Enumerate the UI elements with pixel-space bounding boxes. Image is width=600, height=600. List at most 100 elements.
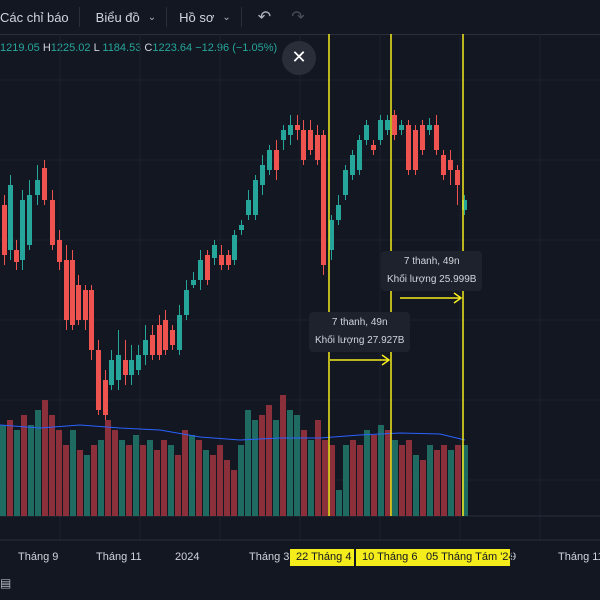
calendar-icon[interactable]: ▤ [0, 576, 12, 590]
candle [83, 290, 88, 320]
volume-bar [462, 445, 468, 516]
volume-bar [378, 425, 384, 516]
candle [448, 160, 453, 170]
volume-bar [357, 445, 363, 516]
volume-bar [329, 445, 335, 516]
candle [301, 130, 306, 160]
volume-bar [119, 440, 125, 516]
volume-bar [21, 415, 27, 516]
change-value: −12.96 (−1.05%) [195, 42, 278, 54]
candle [177, 315, 182, 350]
candle [191, 280, 196, 285]
volume-bar [182, 430, 188, 516]
candle [35, 180, 40, 195]
undo-icon[interactable]: ↶ [257, 9, 272, 26]
candle [64, 260, 69, 320]
indicators-button[interactable]: Các chỉ báo [0, 0, 75, 34]
candle [27, 195, 32, 245]
volume-bar [294, 415, 300, 516]
x-axis-tick-label: Tháng 3 [249, 551, 290, 563]
close-value: 1223.64 [152, 42, 193, 54]
candle [399, 125, 404, 130]
candle [163, 320, 168, 350]
volume-bar [350, 440, 356, 516]
candle [14, 250, 19, 262]
candle [50, 200, 55, 245]
volume-bar [7, 420, 13, 516]
candle [357, 140, 362, 170]
x-axis-tick-label: Tháng 11 [96, 551, 142, 563]
low-value: 1184.53 [102, 42, 142, 54]
candle [434, 125, 439, 150]
volume-bar [245, 410, 251, 516]
candle [170, 330, 175, 345]
volume-bar [343, 445, 349, 516]
volume-bar [161, 440, 167, 516]
volume-bar [168, 445, 174, 516]
candle [212, 245, 217, 258]
candle [143, 340, 148, 355]
range-bars-label: 7 thanh, 49n [331, 317, 388, 328]
volume-bar [84, 455, 90, 516]
volume-bar [406, 440, 412, 516]
range-volume-label: Khối lượng 27.927B [315, 335, 405, 346]
volume-bar [455, 445, 461, 516]
candle [406, 125, 411, 170]
volume-bar [175, 455, 181, 516]
x-axis-tick-label: 9 [510, 551, 517, 563]
candle [103, 380, 108, 415]
range-info-box: 7 thanh, 49n Khối lượng 27.927B [309, 312, 411, 352]
candle [89, 290, 94, 350]
toolbar-divider [166, 7, 168, 27]
volume-bar [252, 420, 258, 516]
volume-bar [441, 445, 447, 516]
candle [462, 200, 467, 210]
candle [109, 360, 114, 385]
volume-bar [91, 445, 97, 516]
candle [308, 130, 313, 150]
candle [246, 200, 251, 215]
volume-bar [308, 440, 314, 516]
candle [378, 120, 383, 140]
candle [288, 125, 293, 135]
open-value: 1219.05 [0, 42, 40, 54]
high-value: 1225.02 [50, 42, 91, 54]
volume-bar [35, 410, 41, 516]
charts-label: Biểu đồ [95, 9, 140, 25]
volume-bar [448, 450, 454, 516]
candle [441, 155, 446, 175]
indicators-label: Các chỉ báo [0, 9, 69, 25]
volume-bar [392, 440, 398, 516]
volume-bar [217, 445, 223, 516]
volume-bar [133, 435, 139, 516]
candle [336, 205, 341, 220]
volume-bar [105, 420, 111, 516]
candle [253, 180, 258, 215]
close-icon[interactable]: ✕ [282, 41, 316, 75]
candle [205, 255, 210, 280]
volume-bar [14, 430, 20, 516]
volume-bar [63, 445, 69, 516]
volume-bar [434, 450, 440, 516]
candle [295, 125, 300, 130]
volume-bar [336, 490, 342, 516]
volume-bar [210, 455, 216, 516]
candle [157, 325, 162, 355]
candle [321, 135, 326, 265]
candle [392, 115, 397, 135]
volume-bar [98, 440, 104, 516]
profile-menu-button[interactable]: Hồ sơ ⌄ [171, 0, 237, 34]
candle [329, 220, 334, 250]
candle [96, 350, 101, 410]
volume-ma-line [0, 424, 466, 441]
toolbar-divider [78, 7, 80, 27]
candle [8, 185, 13, 250]
range-bars-label: 7 thanh, 49n [403, 256, 460, 267]
redo-icon[interactable]: ↷ [291, 9, 305, 26]
volume-bar [112, 430, 118, 516]
charts-menu-button[interactable]: Biểu đồ ⌄ [84, 0, 162, 34]
candle [343, 170, 348, 195]
candle [20, 200, 25, 260]
volume-bar [287, 410, 293, 516]
